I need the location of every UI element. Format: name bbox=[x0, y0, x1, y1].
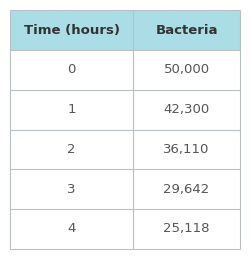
Text: 1: 1 bbox=[67, 103, 76, 116]
Text: 0: 0 bbox=[67, 63, 76, 76]
Text: Bacteria: Bacteria bbox=[155, 24, 218, 37]
Bar bbox=[133, 10, 240, 50]
Bar bbox=[10, 10, 133, 50]
Bar bbox=[10, 169, 133, 209]
Bar bbox=[133, 130, 240, 169]
Bar bbox=[10, 130, 133, 169]
Bar bbox=[133, 50, 240, 90]
Bar bbox=[133, 90, 240, 130]
Text: Time (hours): Time (hours) bbox=[24, 24, 120, 37]
Text: 3: 3 bbox=[67, 183, 76, 196]
Text: 29,642: 29,642 bbox=[164, 183, 210, 196]
Bar bbox=[10, 50, 133, 90]
Bar bbox=[133, 209, 240, 249]
Text: 4: 4 bbox=[67, 222, 76, 235]
Text: 50,000: 50,000 bbox=[164, 63, 210, 76]
Text: 42,300: 42,300 bbox=[164, 103, 210, 116]
Text: 36,110: 36,110 bbox=[163, 143, 210, 156]
Bar bbox=[133, 169, 240, 209]
Bar bbox=[10, 209, 133, 249]
Text: 2: 2 bbox=[67, 143, 76, 156]
Text: 25,118: 25,118 bbox=[163, 222, 210, 235]
Bar bbox=[10, 90, 133, 130]
